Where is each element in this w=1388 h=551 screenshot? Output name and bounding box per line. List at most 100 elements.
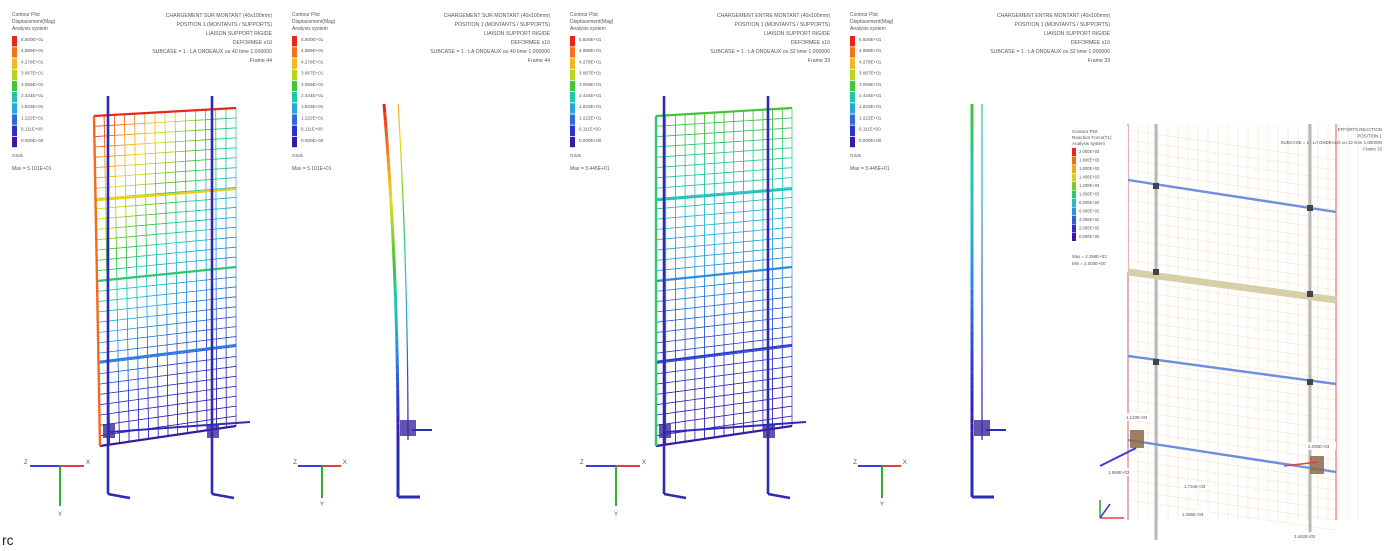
mesh-cell: [743, 240, 754, 253]
mesh-cell: [665, 288, 676, 301]
legend-grid-label: Grids: [292, 153, 304, 158]
deformed-mesh-front: [92, 96, 251, 500]
mesh-cell: [114, 165, 126, 177]
grid-line: [1127, 209, 1337, 241]
legend-swatch: [1072, 165, 1076, 173]
mesh-cell: [216, 357, 227, 370]
mesh-cell: [781, 226, 793, 239]
mesh-cell: [96, 248, 107, 261]
mesh-cell: [147, 386, 159, 399]
mesh-cell: [94, 166, 106, 179]
mesh-cell: [665, 319, 676, 332]
mesh-cell: [684, 245, 696, 258]
mesh-cell: [195, 149, 207, 161]
annotation-box: [1182, 482, 1212, 490]
mesh-cell: [165, 181, 177, 194]
legend-value: 6.000E+02: [1079, 209, 1100, 214]
mesh-cell: [157, 364, 168, 377]
mesh-cell: [694, 295, 705, 309]
legend-swatch: [1072, 156, 1076, 165]
mesh-cell: [225, 226, 237, 239]
mesh-cell: [723, 151, 735, 164]
mesh-cell: [723, 222, 735, 234]
mesh-cell: [743, 290, 754, 303]
mesh-cell: [733, 221, 744, 233]
legend-value: 1.833E+01: [579, 104, 602, 109]
frame-edge: [92, 115, 102, 447]
mesh-cell: [713, 354, 725, 367]
mesh-cell: [146, 315, 158, 328]
legend-swatch: [850, 114, 855, 125]
mesh-cell: [126, 256, 137, 269]
mesh-cell: [665, 360, 676, 373]
mesh-cell: [704, 152, 715, 165]
legend-swatch: [1072, 216, 1076, 224]
mesh-cell: [157, 384, 168, 398]
legend-swatch: [12, 125, 17, 136]
mesh-cell: [135, 214, 147, 227]
legend-value: 2.444E+01: [859, 93, 882, 98]
panel-title-line: LIAISON SUPPORT RIGIDE: [484, 31, 551, 37]
mesh-cell: [723, 393, 735, 407]
mesh-cell: [684, 409, 696, 422]
mesh-cell: [781, 117, 793, 129]
panel-title-line: SUBCASE = 1 : LA ONDEAUX ou 40 time 1.00…: [430, 49, 550, 55]
annotation-box: [1124, 413, 1154, 421]
legend-swatch: [570, 125, 575, 136]
mesh-cell: [165, 222, 177, 234]
mesh-cell: [781, 296, 793, 309]
mesh-cell: [752, 139, 764, 151]
mesh-cell: [772, 277, 783, 290]
post-foot: [767, 492, 791, 500]
mesh-cell: [146, 305, 158, 318]
mesh-cell: [165, 161, 176, 174]
axis-label-x: X: [343, 460, 347, 466]
mesh-cell: [684, 256, 696, 269]
side-view-hot: [382, 103, 432, 499]
mesh-cell: [195, 119, 207, 131]
mesh-cell: [104, 145, 116, 157]
mesh-cell: [127, 358, 139, 371]
mesh-cell: [215, 327, 227, 340]
mesh-cell: [772, 227, 783, 240]
axis-label-z: Z: [293, 460, 297, 466]
grid-line: [1127, 449, 1337, 481]
reaction-title-line: POSITION 1: [1357, 134, 1382, 139]
legend-swatch: [570, 136, 575, 148]
beam: [655, 265, 793, 283]
mesh-cell: [675, 226, 686, 239]
mesh-cell: [174, 130, 186, 143]
mesh-cell: [115, 236, 127, 249]
panel-title-line: Frame 33: [1088, 58, 1110, 64]
reaction-annotation: 1.734E+03: [1184, 484, 1206, 489]
mesh-cell: [675, 359, 686, 372]
mesh-cell: [186, 310, 197, 323]
mesh-cell: [125, 215, 137, 228]
mesh-cell: [107, 329, 119, 343]
mesh-cell: [124, 113, 136, 125]
mesh-cell: [93, 125, 105, 137]
panel-title-line: CHARGEMENT ENTRE MONTANT (40x100mm): [997, 13, 1110, 19]
mesh-cell: [713, 111, 725, 124]
base-rail: [665, 421, 807, 433]
mesh-cell: [97, 310, 108, 323]
beam: [1127, 438, 1337, 474]
mesh-cell: [195, 199, 207, 212]
mesh-cell: [138, 407, 149, 421]
axis-label-x: X: [86, 460, 90, 466]
mesh-cell: [115, 226, 127, 239]
mesh-cell: [723, 252, 735, 265]
annotation-box: [1306, 442, 1336, 450]
mesh-cell: [114, 124, 126, 136]
legend-value: 6.111E+00: [579, 127, 601, 132]
mesh-cell: [216, 377, 227, 390]
mesh-cell: [216, 407, 227, 420]
mesh-cell: [675, 216, 686, 229]
annotation-box: [1106, 468, 1136, 476]
mesh-cell: [723, 161, 735, 174]
legend-swatch: [12, 58, 17, 69]
mesh-cell: [772, 128, 783, 140]
mesh-cell: [723, 171, 735, 184]
legend-swatch: [12, 80, 17, 92]
legend-swatch: [292, 69, 297, 80]
